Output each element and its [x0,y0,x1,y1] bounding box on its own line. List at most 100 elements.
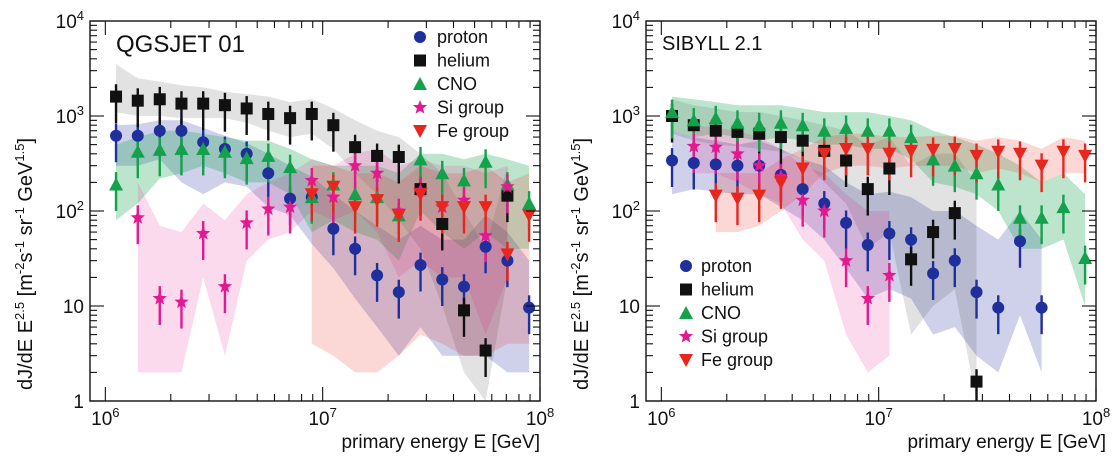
point-proton [992,301,1005,314]
point-si-group [686,138,701,153]
point-si-group [478,228,493,242]
panel-title: SIBYLL 2.1 [662,33,762,55]
point-proton [948,254,961,267]
x-axis-label: primary energy E [GeV] [907,432,1106,453]
point-si-group [304,172,319,187]
legend-marker-si-group [678,329,694,343]
point-proton [414,259,427,272]
point-cno [686,113,701,127]
point-cno [261,148,276,162]
point-fe-group [730,192,745,206]
data-points [665,105,1093,388]
point-cno [435,166,450,180]
legend-marker-si-group [412,100,428,114]
point-proton [796,183,809,196]
legend-label: Si group [701,327,768,347]
point-helium [327,119,340,132]
legend-item-si-group: Si group [412,98,504,118]
point-proton [1014,235,1027,248]
x-tick-label: 107 [308,405,336,430]
point-proton [687,157,700,170]
point-helium [110,90,123,103]
point-proton [436,273,449,286]
point-proton [970,286,983,299]
point-fe-group [882,147,897,161]
point-fe-group [500,248,515,262]
point-si-group [369,165,385,180]
x-tick-label: 106 [647,405,675,430]
x-tick-label: 108 [1082,405,1110,430]
point-fe-group [457,201,472,215]
point-fe-group [391,209,406,223]
x-tick-label: 106 [91,405,119,430]
point-helium [905,253,918,266]
panel-title: QGSJET 01 [116,31,245,58]
legend: proton helium CNO Si group Fe group [412,27,509,141]
point-helium [240,102,253,115]
point-cno [457,173,472,187]
point-cno [730,115,745,129]
panel-sibyll: 106 107 108 1 10 102 103 104 SIBYLL 2.1 proton h… [568,8,1110,453]
point-fe-group [839,142,854,156]
point-helium [371,149,384,162]
point-si-group [456,192,472,207]
point-cno [882,123,897,137]
band-helium [672,99,977,401]
legend-item-cno: CNO [413,74,477,94]
point-si-group [730,146,745,160]
legend-marker-proton [680,260,692,272]
point-si-group [773,169,789,183]
band-proton [116,120,530,373]
point-si-group [174,294,189,309]
point-si-group [860,290,875,305]
point-fe-group [752,189,767,203]
point-helium [948,207,961,220]
point-proton [458,280,471,293]
point-si-group [282,199,298,214]
point-helium [349,141,362,154]
point-helium [218,99,231,112]
point-helium [458,304,471,317]
point-fe-group [773,176,788,190]
point-fe-group [1013,147,1028,161]
point-cno [752,118,767,132]
point-si-group [217,279,233,293]
point-fe-group [860,142,875,156]
point-fe-group [413,188,428,202]
point-cno [217,144,232,158]
legend-item-proton: proton [414,27,488,47]
point-cno [1034,210,1049,224]
legend-marker-fe-group [679,354,693,367]
point-cno [1078,251,1093,265]
legend-marker-proton [414,31,426,43]
point-si-group [261,201,276,216]
point-helium [753,127,766,140]
point-cno [283,160,298,174]
point-si-group [239,215,254,229]
legend-marker-fe-group [413,125,427,138]
point-proton [861,238,874,251]
legend-label: Fe group [701,350,773,370]
point-proton [883,227,896,240]
legend-item-si-group: Si group [678,327,768,347]
point-cno [795,118,810,132]
point-cno [174,141,189,155]
point-fe-group [370,194,385,208]
point-proton [284,192,297,205]
legend-label: Si group [437,98,504,118]
point-cno [860,123,875,137]
band-fe-group [715,133,1086,233]
point-cno [839,120,854,134]
y-tick-label: 102 [56,198,84,223]
point-si-group [838,253,854,267]
point-cno [239,151,254,165]
y-tick-label: 103 [612,103,640,128]
point-si-group [752,158,767,172]
point-fe-group [708,189,723,203]
y-tick-label: 10 [63,297,84,318]
y-tick-label: 102 [612,198,640,223]
point-proton [153,124,166,137]
x-tick-label: 108 [526,405,554,430]
point-helium [861,183,874,196]
